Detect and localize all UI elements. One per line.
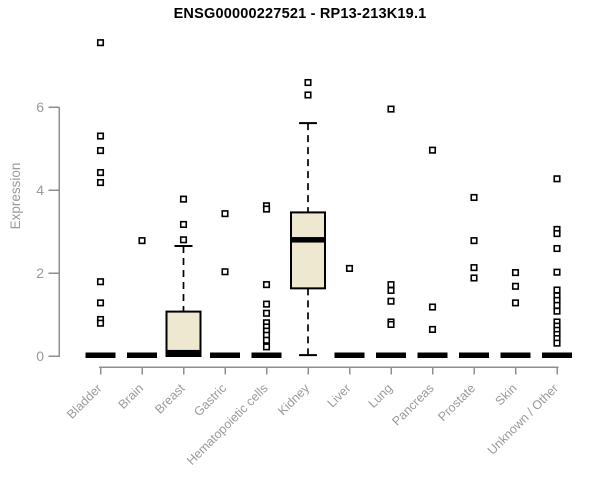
outlier-breast bbox=[179, 220, 188, 228]
x-tick-label-prostate: Prostate bbox=[435, 381, 478, 424]
median-breast bbox=[166, 349, 201, 356]
outlier-skin bbox=[511, 269, 520, 277]
outlier-bladder bbox=[96, 132, 105, 140]
x-tick-label-gastric: Gastric bbox=[191, 381, 229, 419]
box-breast bbox=[165, 310, 202, 357]
outlier-hematopoietic-cells bbox=[262, 205, 271, 213]
median-bar-hematopoietic-cells bbox=[251, 352, 282, 358]
median-bar-brain bbox=[127, 352, 157, 358]
x-tick-label-brain: Brain bbox=[116, 381, 147, 412]
y-tick-label-2: 2 bbox=[36, 265, 44, 281]
outlier-bladder bbox=[96, 319, 105, 327]
outlier-breast bbox=[179, 195, 188, 203]
median-bar-unknown-other bbox=[542, 352, 572, 358]
outlier-unknown-other bbox=[553, 286, 561, 294]
outlier-prostate bbox=[470, 237, 478, 245]
outlier-hematopoietic-cells bbox=[262, 336, 271, 344]
y-tick-label-0: 0 bbox=[36, 348, 44, 364]
x-tick-label-lung: Lung bbox=[366, 381, 396, 411]
outlier-lung bbox=[387, 297, 395, 305]
outlier-kidney bbox=[304, 78, 312, 87]
x-tick-label-skin: Skin bbox=[493, 381, 520, 408]
outlier-hematopoietic-cells bbox=[262, 343, 271, 351]
x-tick-label-hematopoietic-cells: Hematopoietic cells bbox=[184, 381, 271, 468]
outlier-gastric bbox=[221, 268, 229, 276]
outlier-gastric bbox=[221, 210, 229, 218]
outlier-lung bbox=[387, 320, 395, 329]
outlier-pancreas bbox=[428, 325, 437, 333]
outlier-prostate bbox=[470, 274, 478, 282]
median-bar-bladder bbox=[85, 352, 116, 358]
median-bar-pancreas bbox=[417, 352, 448, 358]
outlier-bladder bbox=[96, 178, 105, 187]
outlier-pancreas bbox=[428, 303, 437, 311]
chart-title: ENSG00000227521 - RP13-213K19.1 bbox=[173, 6, 427, 22]
outlier-bladder bbox=[96, 169, 105, 177]
outlier-bladder bbox=[96, 39, 105, 47]
outlier-unknown-other bbox=[553, 230, 561, 238]
outlier-bladder bbox=[96, 299, 105, 307]
x-tick-label-kidney: Kidney bbox=[275, 381, 312, 418]
outlier-lung bbox=[387, 281, 395, 289]
outlier-hematopoietic-cells bbox=[262, 281, 271, 289]
outlier-unknown-other bbox=[553, 244, 561, 253]
y-tick-label-6: 6 bbox=[36, 99, 44, 115]
outlier-unknown-other bbox=[553, 307, 561, 315]
outlier-hematopoietic-cells bbox=[262, 309, 271, 317]
median-bar-skin bbox=[500, 352, 531, 358]
outlier-prostate bbox=[470, 264, 478, 272]
x-tick-label-breast: Breast bbox=[152, 381, 188, 417]
outlier-lung bbox=[387, 105, 395, 113]
median-bar-lung bbox=[376, 352, 406, 358]
outlier-bladder bbox=[96, 278, 105, 286]
median-kidney bbox=[291, 237, 325, 243]
outlier-breast bbox=[179, 236, 188, 244]
outlier-kidney bbox=[304, 91, 312, 99]
outlier-unknown-other bbox=[553, 175, 561, 183]
median-bar-prostate bbox=[459, 352, 489, 358]
median-bar-gastric bbox=[210, 352, 240, 358]
outlier-liver bbox=[345, 264, 354, 272]
outlier-unknown-other bbox=[553, 339, 561, 347]
x-tick-label-bladder: Bladder bbox=[64, 381, 104, 421]
outlier-pancreas bbox=[428, 146, 437, 154]
box-kidney bbox=[290, 211, 326, 290]
x-tick-label-liver: Liver bbox=[325, 381, 354, 410]
x-tick-label-unknown-other: Unknown / Other bbox=[485, 381, 561, 457]
outlier-prostate bbox=[470, 193, 478, 202]
outlier-skin bbox=[511, 282, 520, 290]
median-bar-liver bbox=[334, 352, 365, 358]
outlier-brain bbox=[138, 237, 146, 245]
x-tick-label-pancreas: Pancreas bbox=[389, 381, 436, 428]
outlier-skin bbox=[511, 299, 520, 307]
outlier-bladder bbox=[96, 147, 105, 155]
outlier-unknown-other bbox=[553, 301, 561, 309]
outlier-lung bbox=[387, 286, 395, 294]
y-tick-label-4: 4 bbox=[36, 182, 44, 198]
outlier-hematopoietic-cells bbox=[262, 300, 271, 308]
outlier-unknown-other bbox=[553, 268, 561, 276]
